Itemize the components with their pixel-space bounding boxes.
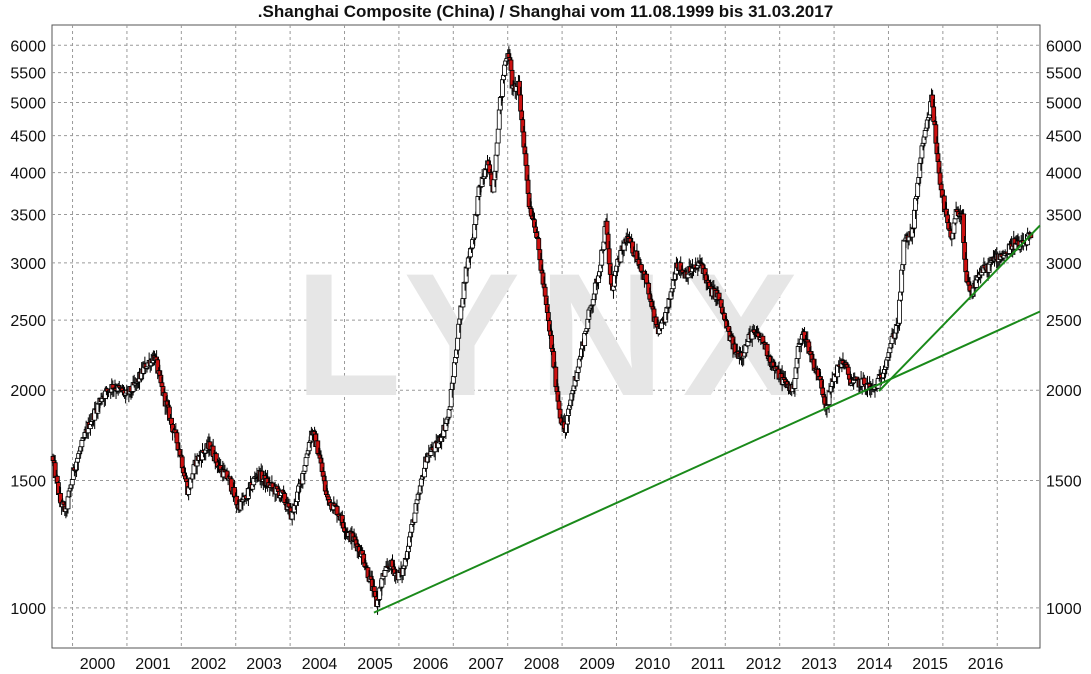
y-tick-label-left: 2000 — [10, 383, 46, 400]
candle-body — [159, 382, 165, 387]
x-tick-label: 2012 — [746, 656, 782, 673]
candle-body — [518, 94, 523, 112]
y-tick-label-right: 2000 — [1046, 383, 1082, 400]
chart-title: .Shanghai Composite (China) / Shanghai v… — [257, 2, 834, 21]
x-tick-label: 2014 — [857, 656, 893, 673]
candle-body — [845, 366, 851, 375]
y-tick-label-right: 4500 — [1046, 129, 1082, 146]
candle-body — [508, 59, 514, 71]
grid-layer — [51, 24, 1041, 649]
y-tick-label-right: 3000 — [1046, 256, 1082, 273]
x-tick-label: 2005 — [357, 656, 393, 673]
plot-frame — [51, 24, 1041, 649]
y-tick-label-left: 1000 — [10, 601, 46, 618]
candle-body — [79, 439, 85, 448]
candle-body — [455, 337, 461, 351]
candle-body — [494, 142, 500, 156]
x-tick-label: 2001 — [135, 656, 171, 673]
candle-body — [915, 182, 921, 197]
candle-body — [174, 432, 180, 444]
x-tick-label: 2016 — [968, 656, 1004, 673]
candle-body — [931, 106, 937, 122]
candle-body — [792, 378, 798, 389]
y-tick-label-right: 1500 — [1046, 474, 1082, 491]
y-tick-label-left: 2500 — [10, 313, 46, 330]
x-tick-label: 2007 — [468, 656, 504, 673]
candle-body — [963, 258, 969, 273]
candle-body — [523, 153, 529, 166]
x-tick-label: 2011 — [691, 656, 726, 673]
x-tick-label: 2013 — [801, 656, 837, 673]
candle-body — [590, 299, 596, 306]
y-tick-label-right: 5000 — [1046, 96, 1082, 113]
x-tick-label: 2003 — [246, 656, 282, 673]
y-tick-label-left: 6000 — [10, 38, 46, 55]
candle-body — [638, 264, 644, 272]
candle-body — [493, 154, 499, 172]
candle-body — [606, 248, 612, 265]
x-tick-label: 2002 — [191, 656, 227, 673]
y-tick-label-left: 4000 — [10, 166, 46, 183]
candle-body — [418, 478, 424, 487]
watermark-text: LYNX — [295, 238, 818, 433]
x-tick-label: 2008 — [524, 656, 560, 673]
y-tick-label-left: 1500 — [10, 474, 46, 491]
x-tick-label: 2006 — [413, 656, 449, 673]
x-tick-label: 2009 — [579, 656, 615, 673]
candle-body — [334, 505, 340, 515]
y-tick-label-right: 4000 — [1046, 166, 1082, 183]
candle-body — [303, 457, 309, 466]
candle-body — [69, 479, 75, 486]
x-tick-label: 2004 — [302, 656, 338, 673]
candle-body — [502, 64, 507, 76]
candle-body — [495, 128, 501, 144]
y-tick-label-left: 3500 — [10, 208, 46, 225]
candle-body — [525, 179, 531, 194]
x-tick-label: 2015 — [912, 656, 948, 673]
y-tick-label-right: 1000 — [1046, 601, 1082, 618]
y-tick-label-left: 3000 — [10, 256, 46, 273]
candle-body — [556, 400, 562, 410]
y-tick-label-right: 5500 — [1046, 66, 1082, 83]
candle-body — [542, 286, 548, 297]
axis-layer: 1000 1000 1500 1500 2000 2000 2500 2500 3000 3000… — [10, 38, 1081, 673]
trendline-short-term-support — [878, 224, 1041, 392]
y-tick-label-left: 5500 — [10, 66, 46, 83]
candle-body — [659, 322, 664, 330]
y-tick-label-right: 6000 — [1046, 38, 1082, 55]
candle-body — [75, 457, 81, 463]
candle-body — [897, 299, 902, 324]
x-tick-label: 2000 — [80, 656, 116, 673]
candle-layer — [50, 46, 1034, 615]
candle-body — [412, 512, 418, 523]
candle-body — [179, 456, 185, 469]
y-tick-label-left: 4500 — [10, 129, 46, 146]
y-tick-label-right: 2500 — [1046, 313, 1082, 330]
candle-body — [65, 496, 71, 510]
candle-body — [450, 376, 456, 384]
candle-body — [382, 570, 388, 577]
candle-body — [536, 238, 542, 251]
y-tick-label-right: 3500 — [1046, 208, 1082, 225]
trendline-long-term-support — [373, 310, 1041, 614]
candle-body — [371, 586, 377, 592]
y-tick-label-left: 5000 — [10, 96, 46, 113]
x-tick-label: 2010 — [635, 656, 671, 673]
candle-body — [644, 273, 649, 284]
candle-body — [938, 183, 944, 191]
trend-layer — [373, 224, 1041, 614]
candle-body — [901, 239, 907, 266]
candle-body — [922, 130, 928, 138]
watermark-layer: LYNX — [295, 238, 818, 433]
candle-body — [458, 305, 464, 320]
candle-body — [952, 218, 958, 224]
candle-body — [326, 496, 331, 501]
candle-body — [452, 362, 457, 377]
